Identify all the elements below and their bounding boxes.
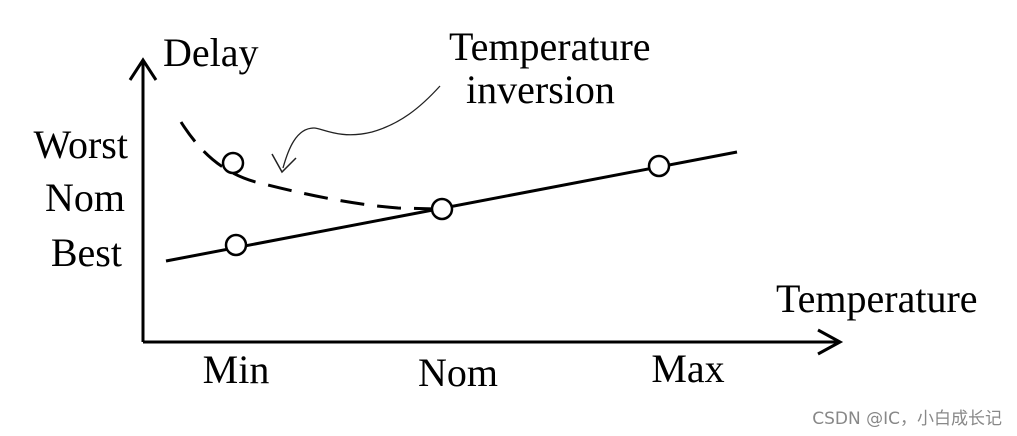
x-level-min: Min — [203, 347, 270, 392]
x-axis-arrow-icon — [817, 328, 844, 356]
y-level-nom: Nom — [45, 175, 125, 220]
annotation-arrow-head-icon — [271, 153, 297, 174]
watermark: CSDN @IC，小白成长记 — [812, 409, 1002, 429]
x-level-max: Max — [651, 346, 724, 391]
annotation-line2: inversion — [466, 67, 615, 112]
point-min-worst — [221, 151, 245, 175]
point-max-worst — [647, 154, 671, 178]
y-axis-arrow-icon — [128, 57, 158, 81]
annotation-line1: Temperature — [449, 24, 651, 69]
y-level-worst: Worst — [33, 122, 128, 167]
y-level-best: Best — [51, 230, 122, 275]
dashed-inversion-curve — [179, 121, 438, 211]
x-axis-label: Temperature — [776, 276, 978, 321]
point-nom-nom — [430, 197, 454, 221]
annotation-arrow — [282, 85, 441, 169]
point-min-best — [224, 233, 248, 257]
x-level-nom: Nom — [418, 350, 498, 395]
y-axis-label: Delay — [163, 30, 259, 75]
